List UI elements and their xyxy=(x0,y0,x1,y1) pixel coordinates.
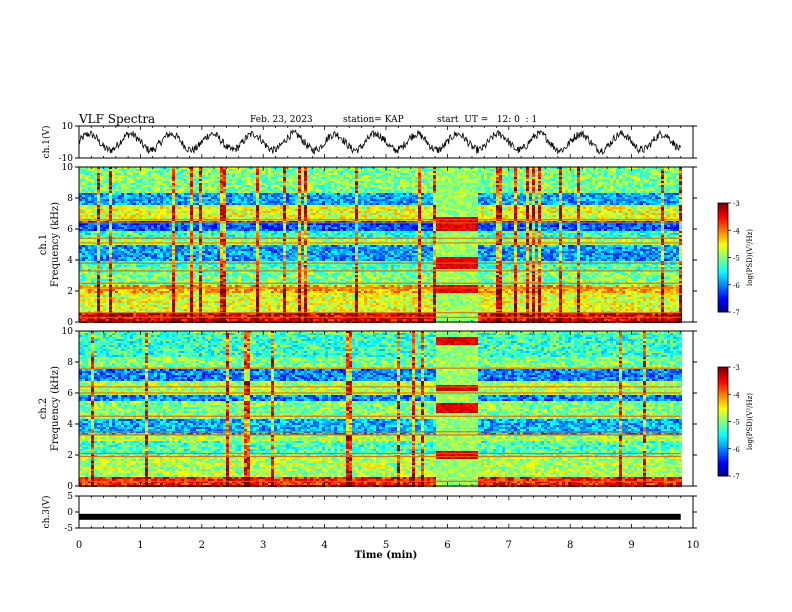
ch1-waveform-ylabel: ch.1(V) xyxy=(41,126,52,159)
ch2-spectrogram-colorbar-tick-label: -5 xyxy=(733,419,740,427)
x-tick-label: 7 xyxy=(506,540,512,551)
ch3-ytick-label: -5 xyxy=(64,524,73,534)
ch2-spectrogram-ytick-label: 4 xyxy=(67,420,73,430)
ch2-spectrogram-ylabel-channel: ch.2 xyxy=(38,398,49,420)
vlf-figure: 10-10ch.1(V)0246810ch.1 Frequency (kHz) -3… xyxy=(0,0,792,612)
ch1-spectrogram-ytick-label: 6 xyxy=(67,225,73,235)
x-tick-label: 2 xyxy=(199,540,205,551)
ch2-spectrogram-colorbar-tick-label: -3 xyxy=(733,364,740,372)
ch1-spectrogram-ytick-label: 4 xyxy=(67,256,73,266)
ch2-spectrogram-ylabel-freq: Frequency (kHz) xyxy=(50,366,61,451)
ch3-ylabel: ch.3(V) xyxy=(41,496,52,529)
ch1-spectrogram-ylabel-channel: ch.1 xyxy=(38,234,49,256)
ch2-spectrogram-colorbar-tick-label: -4 xyxy=(733,391,740,399)
ch3-ytick-label: 0 xyxy=(67,508,73,518)
ch3-frame xyxy=(79,496,693,528)
ch2-spectrogram-ytick-label: 0 xyxy=(67,482,73,492)
ch1-spectrogram-colorbar-tick-label: -6 xyxy=(733,282,740,290)
ch3-trace xyxy=(79,514,681,520)
ch2-spectrogram-colorbar-tick-label: -6 xyxy=(733,446,740,454)
ch2-spectrogram-colorbar-label: log(PSD)(V²/Hz) xyxy=(746,393,754,450)
ch2-spectrogram-ytick-label: 8 xyxy=(67,358,73,368)
x-tick-label: 6 xyxy=(444,540,450,551)
ch1-spectrogram-heatmap-cells xyxy=(79,167,682,323)
ch2-spectrogram-ytick-label: 2 xyxy=(67,451,73,461)
ch1-waveform-trace xyxy=(79,130,681,154)
ch1-spectrogram-ytick-label: 8 xyxy=(67,194,73,204)
ch3-ytick-label: 5 xyxy=(67,492,73,502)
x-tick-label: 8 xyxy=(567,540,573,551)
ch1-spectrogram-ylabel-freq: Frequency (kHz) xyxy=(50,202,61,287)
ch1-spectrogram-colorbar-tick-label: -3 xyxy=(733,200,740,208)
x-axis-label: Time (min) xyxy=(355,550,418,561)
ch1-spectrogram-colorbar-tick-label: -4 xyxy=(733,227,740,235)
ch1-spectrogram-ytick-label: 10 xyxy=(62,163,74,173)
x-tick-label: 9 xyxy=(628,540,634,551)
x-tick-label: 3 xyxy=(260,540,266,551)
x-tick-label: 1 xyxy=(137,540,143,551)
ch2-spectrogram-ytick-label: 10 xyxy=(62,327,74,337)
ch2-spectrogram-ytick-label: 6 xyxy=(67,389,73,399)
ch1-spectrogram-colorbar-tick-label: -7 xyxy=(733,309,740,317)
ch1-waveform-ytick-label: 10 xyxy=(62,122,74,132)
x-tick-label: 0 xyxy=(76,540,82,551)
ch1-spectrogram-colorbar-label: log(PSD)(V²/Hz) xyxy=(746,229,754,286)
ch1-spectrogram-colorbar-tick-label: -5 xyxy=(733,255,740,263)
x-tick-label: 4 xyxy=(321,540,327,551)
ch2-spectrogram-colorbar-tick-label: -7 xyxy=(733,473,740,481)
ch1-spectrogram-ytick-label: 2 xyxy=(67,287,73,297)
ch2-spectrogram-heatmap-cells xyxy=(79,331,682,487)
x-tick-label: 10 xyxy=(687,540,700,551)
